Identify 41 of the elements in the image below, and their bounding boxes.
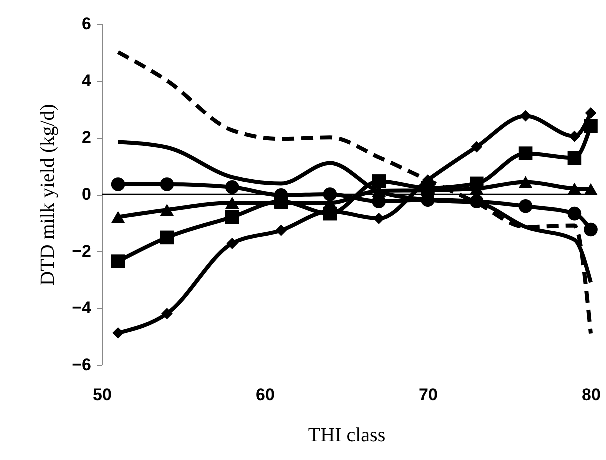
point: [160, 230, 174, 245]
point: [372, 174, 386, 188]
point: [373, 212, 385, 224]
point: [470, 176, 484, 191]
point: [569, 130, 580, 142]
point: [226, 180, 240, 194]
point: [111, 254, 126, 268]
point: [518, 176, 533, 188]
point: [111, 178, 126, 192]
x-tick-label: 70: [419, 386, 438, 404]
y-tick-label: 0: [82, 185, 92, 204]
y-tick-label: −2: [72, 242, 92, 261]
point: [584, 183, 598, 196]
point: [518, 146, 533, 160]
y-tick-label: 2: [82, 128, 92, 148]
x-tick-label: 50: [93, 386, 112, 404]
point: [276, 224, 287, 236]
point: [470, 194, 484, 208]
y-tick-label: −4: [72, 298, 92, 318]
point: [520, 110, 532, 122]
point: [226, 197, 240, 209]
x-tick-label: 80: [582, 386, 601, 404]
point: [584, 222, 598, 237]
point: [160, 178, 174, 192]
y-tick-label: −6: [72, 356, 92, 374]
point: [226, 210, 240, 224]
point: [568, 206, 582, 221]
y-tick-label: 4: [82, 71, 92, 90]
point: [160, 204, 174, 216]
point: [471, 141, 483, 153]
point: [518, 200, 533, 214]
point: [568, 151, 582, 166]
y-tick-label: 6: [82, 14, 92, 34]
point: [585, 108, 597, 119]
point: [162, 308, 173, 320]
point: [226, 238, 238, 250]
y-axis-title: DTD milk yield (kg/d): [37, 104, 60, 286]
point: [111, 211, 126, 224]
x-axis-title: THI class: [308, 424, 386, 446]
x-tick-label: 60: [256, 386, 275, 404]
point: [112, 327, 124, 339]
